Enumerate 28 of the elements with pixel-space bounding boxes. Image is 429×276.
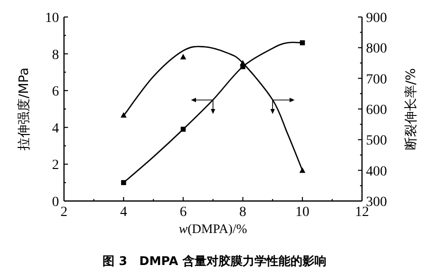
point <box>180 126 186 132</box>
y-tick-label: 4 <box>52 121 59 136</box>
point <box>121 180 126 186</box>
point <box>240 60 246 66</box>
y-tick-label: 10 <box>45 11 59 26</box>
y2-tick-label: 600 <box>366 103 387 118</box>
y2-axis-title: 断裂伸长率/% <box>403 68 419 150</box>
y-tick-label: 6 <box>52 84 59 100</box>
y-tick-label: 2 <box>52 158 59 174</box>
point <box>120 112 127 118</box>
y-tick-label: 0 <box>52 195 59 210</box>
y-tick-label: 8 <box>52 48 59 63</box>
y2-tick-label: 800 <box>366 42 387 57</box>
x-tick-label: 8 <box>239 205 246 220</box>
y2-tick-label: 700 <box>366 72 387 88</box>
point <box>299 167 306 173</box>
y2-tick-label: 500 <box>366 134 387 149</box>
y2-tick-label: 900 <box>366 11 387 26</box>
x-tick-label: 6 <box>180 205 187 220</box>
x-tick-label: 10 <box>295 205 310 220</box>
point <box>300 40 305 46</box>
point <box>180 54 186 60</box>
y2-tick-label: 400 <box>366 164 387 180</box>
x-axis-title: w(DMPA)/% <box>178 221 248 236</box>
x-tick-label: 4 <box>120 205 128 220</box>
x-tick-label: 12 <box>355 205 369 220</box>
y-axis-title: 拉伸强度/MPa <box>16 68 32 150</box>
text: 图 3 DMPA 含量对胶膜力学性能的影响 <box>102 254 326 268</box>
